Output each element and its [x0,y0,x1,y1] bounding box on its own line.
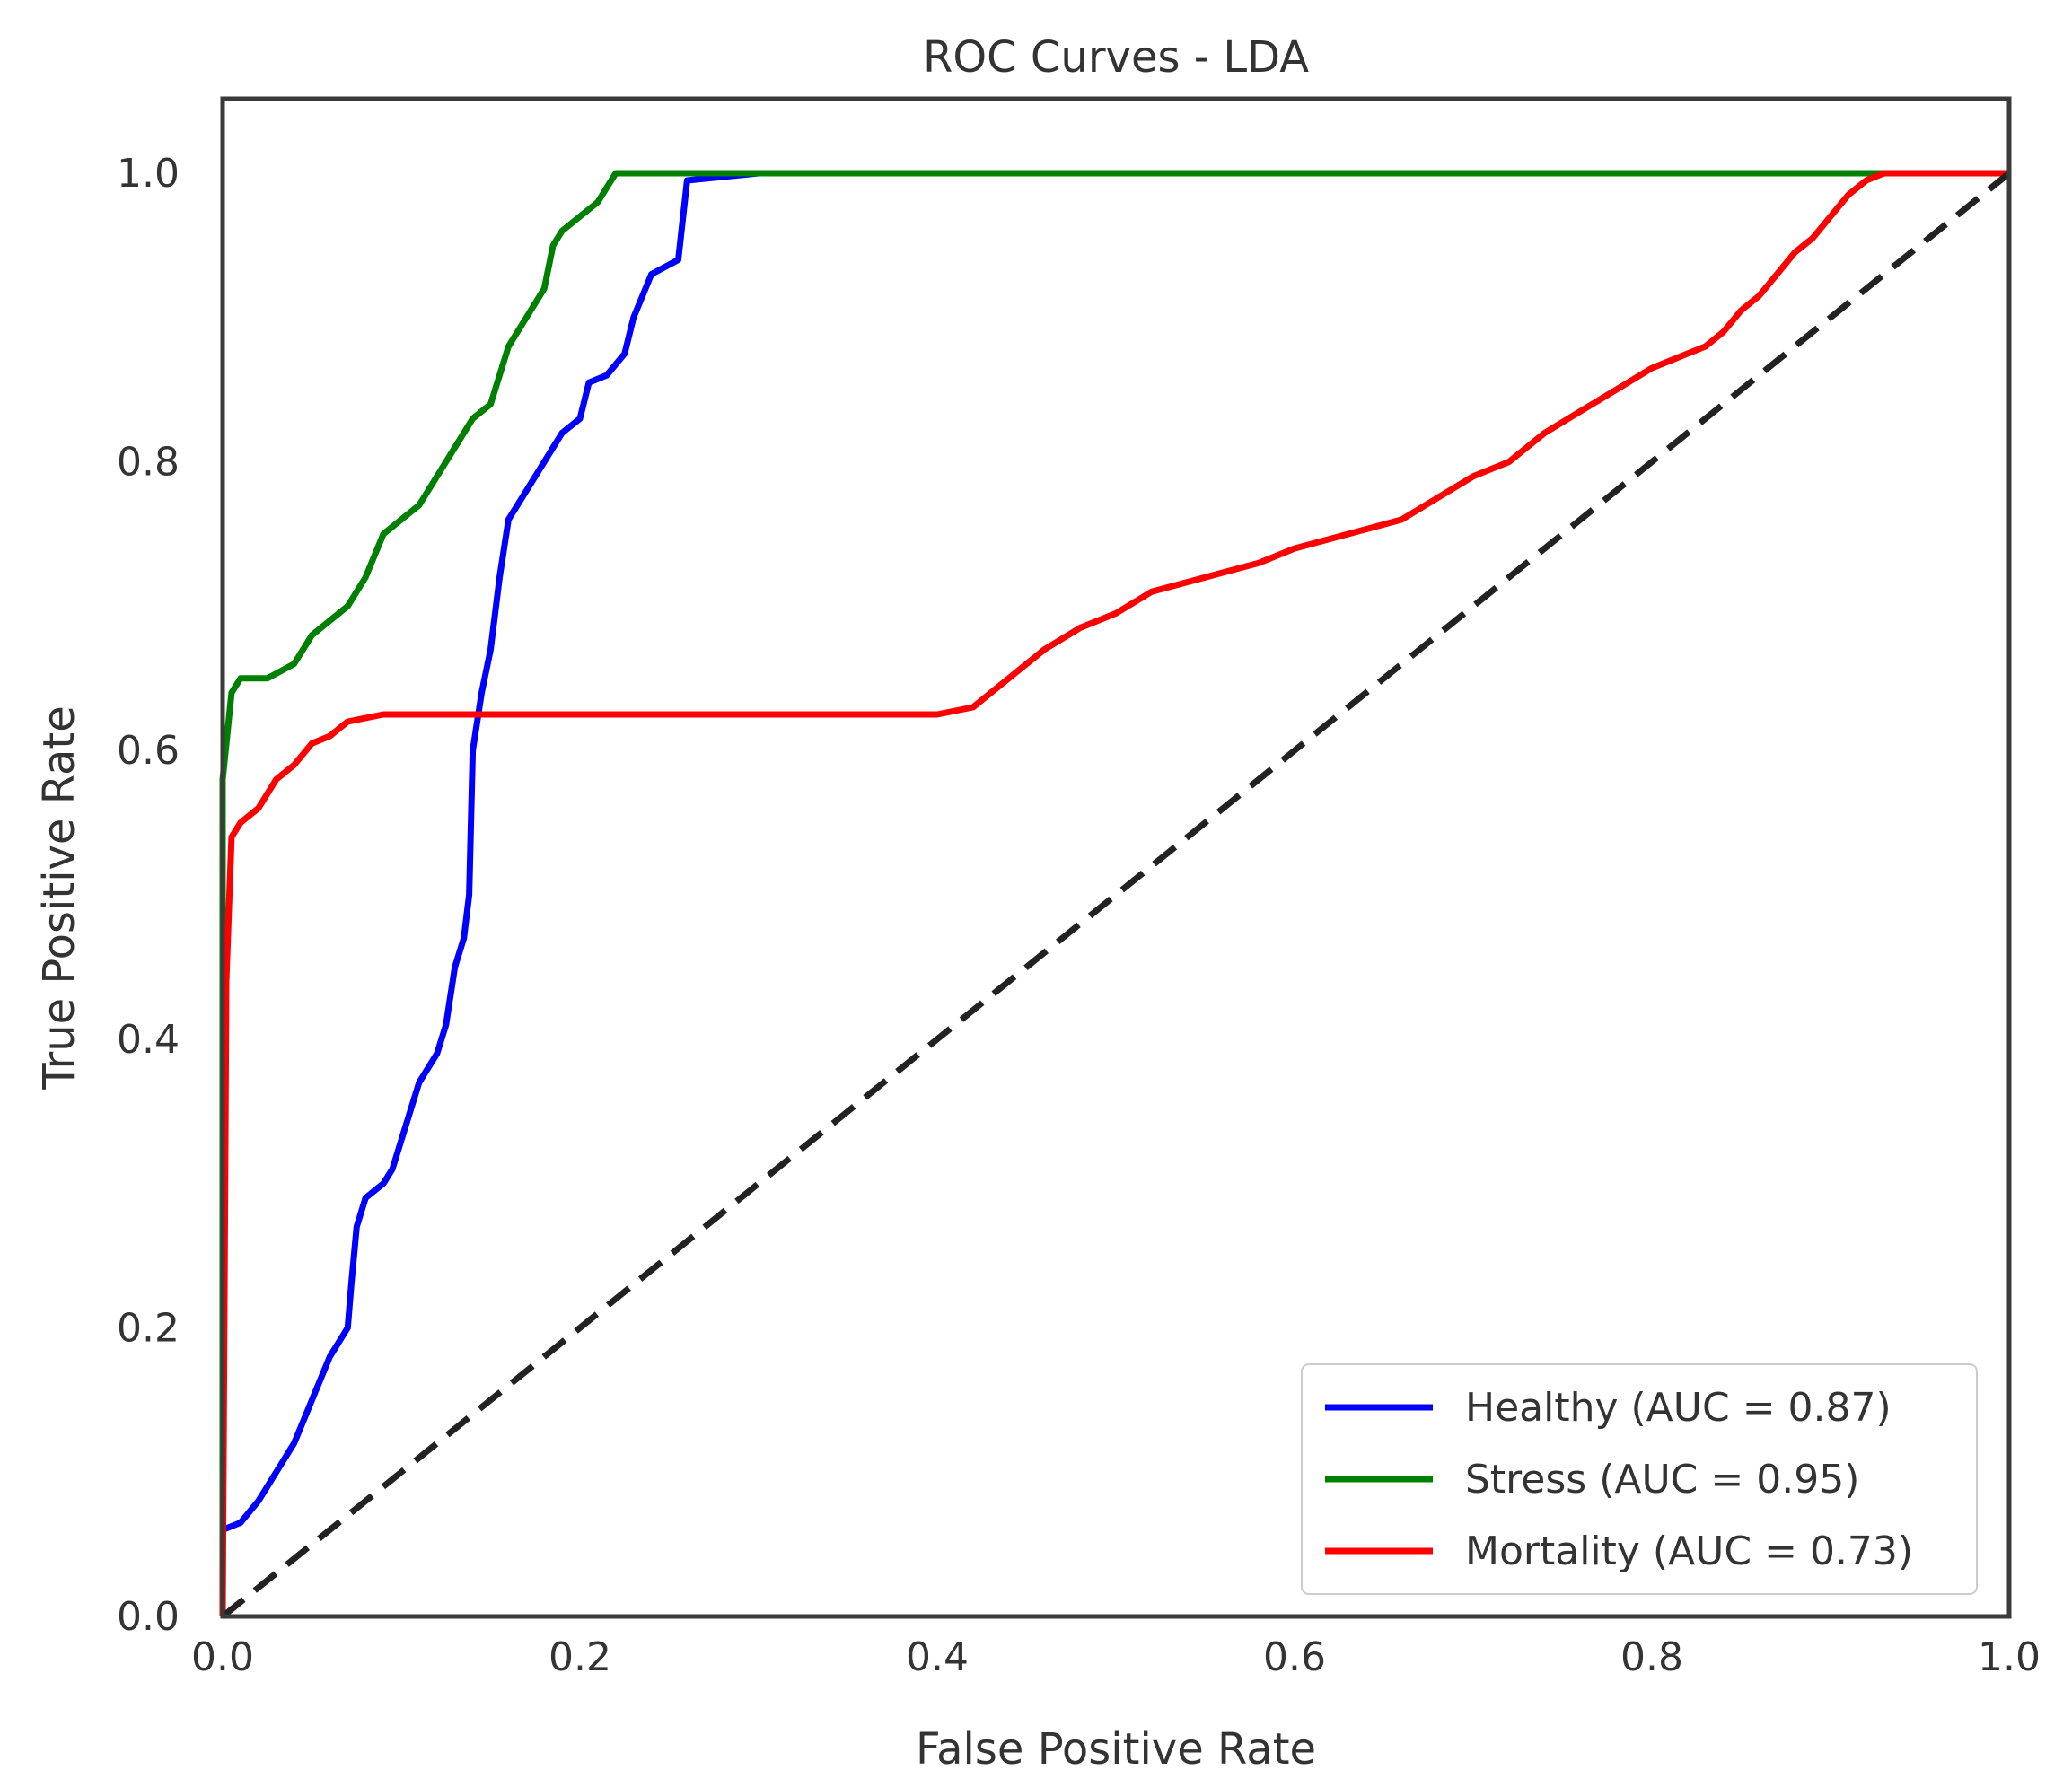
legend-label-mortality: Mortality (AUC = 0.73) [1465,1529,1913,1574]
y-tick-label: 0.2 [117,1305,180,1351]
plot-area: 0.0 0.2 0.4 0.6 0.8 1.0 0.0 0.2 0.4 0.6 0.8 1.0 [117,96,2041,1680]
healthy-roc-line [219,170,2009,1616]
plot-frame [220,96,2012,1619]
chance-roc-line [220,171,2012,1619]
y-tick-label: 0.6 [117,728,180,774]
y-tick-label: 1.0 [117,151,180,197]
legend-box [1301,1363,1978,1595]
legend-label-stress: Stress (AUC = 0.95) [1465,1457,1859,1502]
mortality-roc-line [219,170,2009,1617]
legend: Healthy (AUC = 0.87) Stress (AUC = 0.95) M… [1301,1363,1978,1595]
y-tick-label: 0.4 [117,1017,180,1063]
x-tick-label: 1.0 [1978,1634,2041,1680]
y-tick-label: 0.0 [117,1594,180,1640]
x-tick-label: 0.2 [549,1634,611,1680]
legend-label-healthy: Healthy (AUC = 0.87) [1465,1385,1892,1431]
stress-roc-line [219,170,2009,1616]
x-tick-label: 0.0 [191,1634,254,1680]
y-axis-title: True Positive Rate [34,705,84,1091]
x-tick-label: 0.4 [906,1634,969,1680]
chart-title: ROC Curves - LDA [923,32,1309,83]
x-tick-label: 0.6 [1263,1634,1326,1680]
y-tick-label: 0.8 [117,440,180,486]
x-axis-title: False Positive Rate [916,1724,1316,1774]
x-tick-label: 0.8 [1620,1634,1683,1680]
